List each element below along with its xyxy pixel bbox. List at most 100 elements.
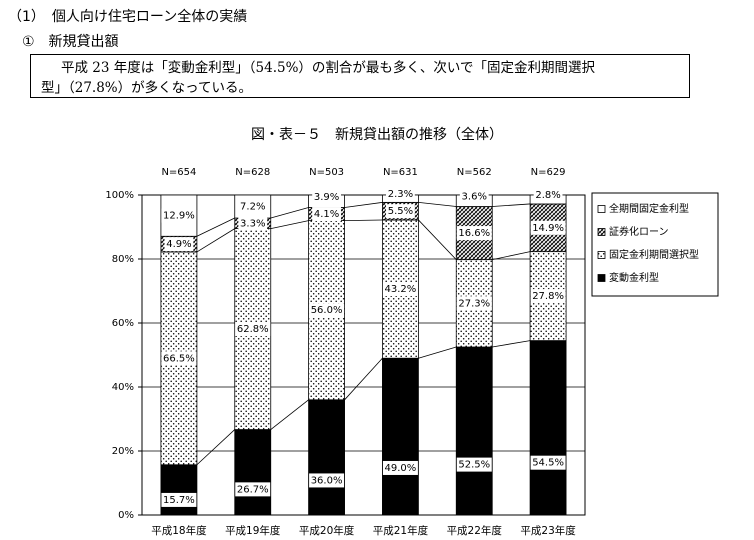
y-tick-label: 0% (118, 510, 134, 521)
y-tick-label: 100% (105, 190, 134, 201)
bar-segment (455, 346, 493, 516)
data-label: 27.8% (532, 291, 564, 302)
data-label: 27.3% (458, 298, 490, 309)
data-label: 2.3% (388, 189, 413, 200)
data-label: 43.2% (385, 284, 417, 295)
data-label-bg (530, 220, 566, 235)
sample-size-label: N=654 (161, 167, 196, 178)
data-label: 16.6% (458, 228, 490, 239)
data-label-bg (456, 296, 492, 311)
data-label: 5.5% (388, 206, 413, 217)
data-label-bg (235, 482, 271, 497)
connector-line (270, 220, 309, 229)
data-label-bg (382, 460, 418, 475)
plot-frame (141, 194, 586, 516)
legend-label: 全期間固定金利型 (609, 202, 689, 215)
y-tick-label: 60% (112, 318, 134, 329)
data-label-bg (533, 188, 563, 202)
data-label: 62.8% (237, 324, 269, 335)
legend-label: 証券化ローン (609, 225, 669, 238)
summary-line-1: 平成 23 年度は「変動金利型」（54.5%）の割合が最も多く、次いで「固定金利… (61, 60, 595, 76)
data-label-bg (386, 204, 415, 219)
data-label-bg (161, 208, 197, 223)
data-label: 7.2% (240, 202, 265, 213)
x-tick-label: 平成19年度 (225, 524, 281, 537)
x-tick-label: 平成20年度 (299, 524, 355, 537)
data-label: 4.9% (166, 239, 191, 250)
chart-title: 図・表－５ 新規貸出額の推移（全体） (251, 127, 503, 143)
legend-label: 固定金利期間選択型 (609, 248, 699, 261)
connector-line (418, 201, 457, 207)
y-tick-label: 20% (112, 446, 134, 457)
data-label: 56.0% (311, 305, 343, 316)
connector-line (270, 207, 309, 219)
connector-line (418, 346, 457, 359)
data-label-bg (309, 303, 345, 318)
data-label: 36.0% (311, 475, 343, 486)
data-label-bg (382, 282, 418, 297)
bar-segment (234, 429, 272, 516)
data-label-bg (312, 207, 341, 222)
bar-segment (308, 399, 345, 516)
bar-segment (529, 340, 567, 516)
bar-segment (382, 357, 419, 516)
y-tick-label: 80% (112, 254, 134, 265)
connector-line (418, 219, 457, 260)
data-label-bg (456, 226, 492, 241)
x-tick-label: 平成23年度 (520, 524, 576, 537)
data-label-bg (161, 351, 197, 366)
data-label: 14.9% (532, 223, 564, 234)
data-label: 12.9% (163, 211, 195, 222)
data-label: 49.0% (385, 463, 417, 474)
connector-line (492, 251, 531, 261)
data-label: 15.7% (163, 495, 195, 506)
data-label: 4.1% (314, 209, 339, 220)
data-label-bg (164, 237, 194, 252)
data-label: 54.5% (532, 458, 564, 469)
data-label-bg (530, 455, 566, 470)
connector-line (270, 399, 309, 430)
legend-label: 変動金利型 (609, 271, 659, 284)
legend-swatch (597, 228, 606, 236)
data-label: 26.7% (237, 484, 269, 495)
y-tick-label: 40% (112, 382, 134, 393)
x-tick-label: 平成21年度 (373, 524, 429, 537)
sample-size-label: N=562 (457, 167, 492, 178)
data-label-bg (161, 492, 197, 507)
data-label: 66.5% (163, 353, 195, 364)
summary-box: 平成 23 年度は「変動金利型」（54.5%）の割合が最も多く、次いで「固定金利… (30, 54, 690, 98)
sample-size-label: N=503 (309, 167, 344, 178)
data-label-bg (235, 322, 271, 337)
connector-line (196, 429, 236, 466)
legend-swatch (597, 205, 606, 213)
data-label-bg (309, 473, 345, 488)
data-label: 52.5% (458, 460, 490, 471)
x-tick-label: 平成22年度 (447, 524, 503, 537)
data-label: 3.3% (240, 218, 265, 229)
bar-segment (160, 464, 198, 516)
subsection-heading: ① 新規貸出額 (22, 34, 119, 50)
connector-line (492, 203, 531, 207)
data-label-bg (386, 187, 415, 202)
data-label-bg (238, 216, 268, 231)
x-tick-label: 平成18年度 (151, 524, 207, 537)
connector-line (344, 219, 383, 221)
connector-line (196, 228, 235, 253)
sample-size-label: N=629 (531, 167, 566, 178)
data-label: 3.6% (462, 191, 487, 202)
section-heading: （1） 個人向け住宅ローン全体の実績 (8, 9, 248, 25)
summary-line-2: 型」（27.8%）が多くなっている。 (41, 80, 252, 96)
data-label: 3.9% (314, 192, 339, 203)
connector-line (344, 201, 383, 208)
legend-swatch (597, 251, 606, 259)
data-label: 2.8% (535, 190, 560, 201)
legend-box (591, 192, 719, 297)
connector-line (492, 340, 531, 348)
data-label-bg (530, 289, 566, 304)
data-label-bg (312, 189, 341, 204)
data-label-bg (456, 457, 492, 472)
data-label-bg (459, 189, 489, 204)
legend-swatch (597, 274, 606, 282)
sample-size-label: N=628 (235, 167, 270, 178)
